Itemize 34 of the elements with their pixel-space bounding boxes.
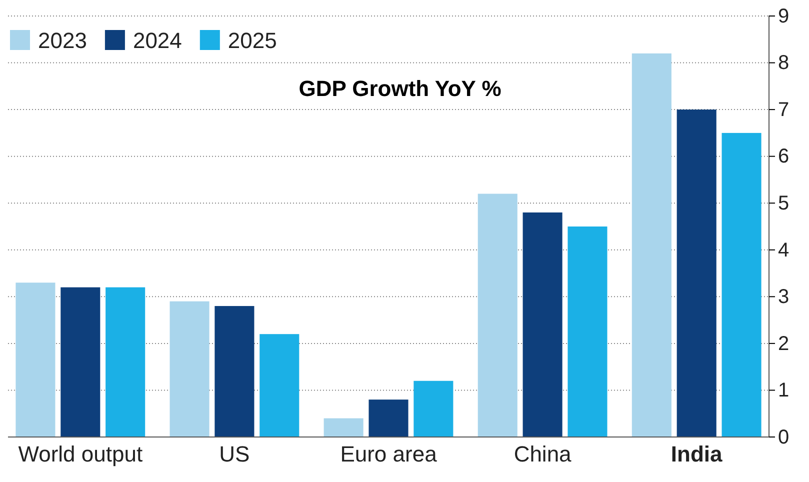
- y-tick-label: 7: [778, 98, 790, 121]
- legend-label: 2025: [228, 28, 277, 53]
- bar: [106, 287, 146, 437]
- bar: [414, 380, 454, 437]
- bar: [522, 212, 562, 437]
- x-tick-label: US: [219, 442, 250, 467]
- x-tick-label: China: [514, 442, 572, 467]
- y-tick-label: 1: [778, 380, 790, 402]
- bar: [324, 418, 364, 437]
- y-tick-label: 4: [778, 239, 790, 262]
- bar: [170, 301, 210, 437]
- bar: [722, 132, 762, 437]
- y-tick-label: 8: [778, 52, 790, 74]
- bar: [214, 306, 254, 437]
- bar: [568, 226, 608, 437]
- x-tick-label: Euro area: [340, 442, 438, 467]
- bar: [632, 53, 672, 437]
- y-tick-label: 6: [778, 146, 790, 168]
- x-tick-label: World output: [18, 442, 143, 467]
- y-tick-label: 5: [778, 192, 790, 215]
- text: GDP Growth YoY %: [298, 76, 502, 101]
- y-tick-label: 9: [778, 5, 790, 28]
- legend-label: 2024: [132, 28, 182, 53]
- bar: [16, 282, 56, 437]
- y-tick-label: 3: [778, 286, 790, 308]
- bar: [478, 194, 518, 437]
- bar: [368, 400, 408, 437]
- legend-label: 2023: [38, 28, 87, 53]
- x-tick-label: India: [670, 442, 724, 467]
- y-tick-label: 2: [778, 332, 790, 355]
- bar: [60, 287, 100, 437]
- y-tick-label: 0: [778, 426, 790, 448]
- bar: [676, 110, 716, 437]
- bar: [260, 334, 300, 437]
